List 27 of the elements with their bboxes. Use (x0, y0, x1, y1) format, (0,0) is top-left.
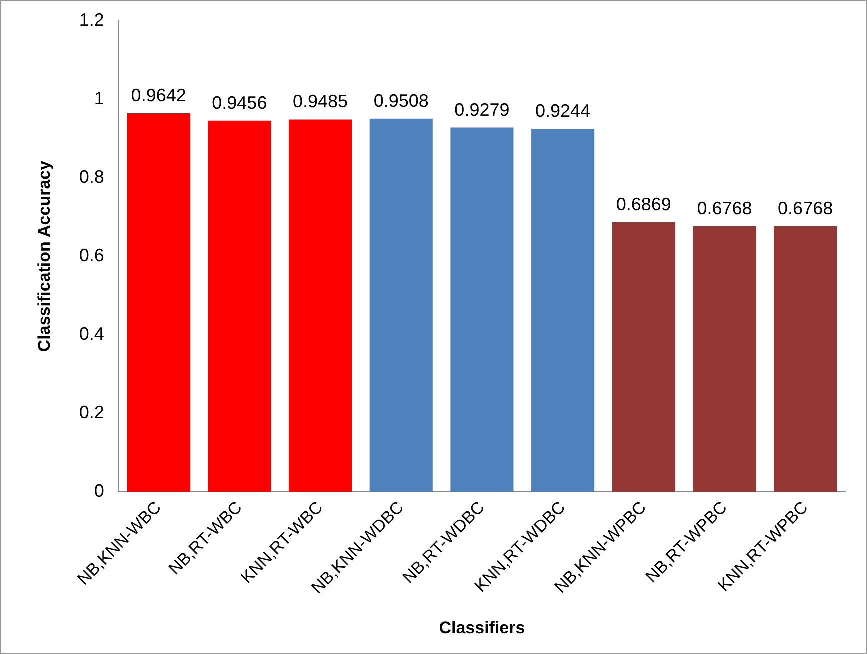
y-tick-label: 1 (94, 88, 104, 108)
y-tick-label: 0 (94, 480, 104, 501)
y-tick-label: 0.6 (79, 245, 104, 266)
data-label: 0.9279 (454, 100, 510, 120)
data-label: 0.6768 (697, 198, 752, 218)
bar (370, 118, 433, 492)
data-label: 0.9642 (131, 86, 186, 106)
data-label: 0.9508 (374, 90, 429, 111)
bar (693, 226, 756, 492)
data-label: 0.9456 (212, 92, 268, 113)
data-label: 0.6869 (616, 194, 672, 214)
y-tick-label: 0.8 (79, 166, 104, 187)
y-axis-title: Classification Accuracy (34, 160, 54, 352)
bar (289, 120, 352, 492)
bar (774, 226, 838, 492)
y-tick-label: 1.2 (79, 10, 104, 30)
bar (127, 114, 190, 492)
bar (208, 120, 272, 492)
x-axis-title: Classifiers (439, 618, 526, 638)
data-label: 0.6768 (778, 198, 834, 218)
y-tick-label: 0.4 (79, 324, 104, 344)
y-tick-label: 0.2 (79, 402, 104, 422)
data-label: 0.9244 (536, 101, 591, 122)
data-label: 0.9485 (292, 92, 348, 112)
bar (532, 129, 595, 492)
bar (450, 128, 514, 492)
bar (612, 222, 676, 492)
